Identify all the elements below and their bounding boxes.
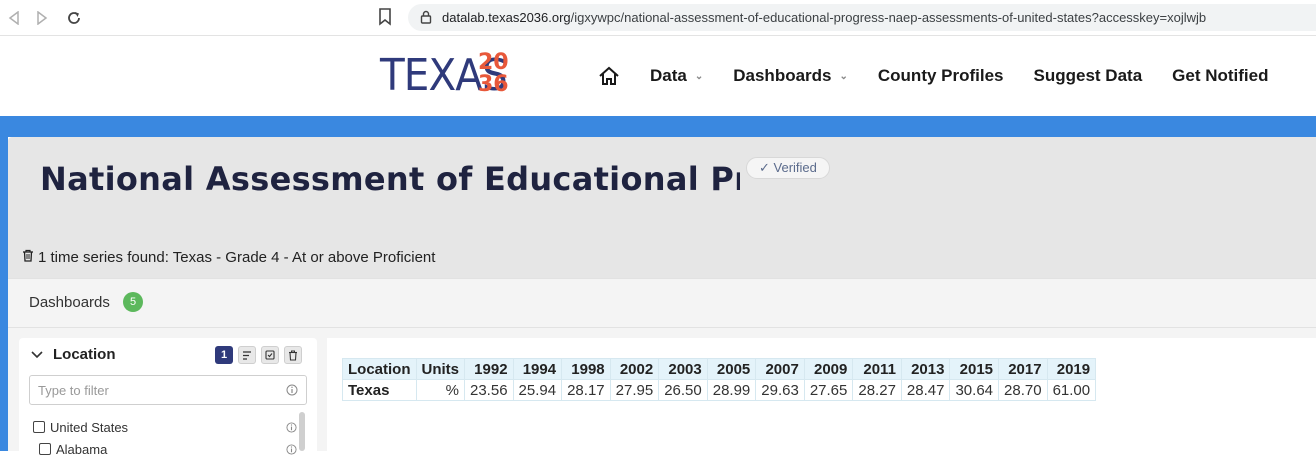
nav-data-label: Data xyxy=(650,66,687,85)
back-icon[interactable] xyxy=(4,8,24,28)
verified-badge: ✓ Verified xyxy=(746,157,830,179)
table-cell: 25.94 xyxy=(512,379,563,401)
chevron-down-icon: ⌄ xyxy=(839,70,848,82)
location-heading-label: Location xyxy=(53,346,116,363)
forward-icon[interactable] xyxy=(32,8,52,28)
nav-suggest-data[interactable]: Suggest Data xyxy=(1033,66,1143,85)
table-cell: 27.65 xyxy=(803,379,854,401)
selected-count-badge: 1 xyxy=(215,346,233,364)
url-host: datalab.texas2036.org xyxy=(442,10,571,25)
checkbox[interactable] xyxy=(33,421,45,433)
column-header[interactable]: 2002 xyxy=(609,358,660,380)
nav-data[interactable]: Data ⌄ xyxy=(650,66,703,86)
clear-selection-icon[interactable] xyxy=(284,346,302,364)
column-header[interactable]: 2015 xyxy=(949,358,1000,380)
dashboards-link[interactable]: Dashboards xyxy=(29,294,110,311)
column-header[interactable]: 2003 xyxy=(658,358,708,380)
column-header[interactable]: 1992 xyxy=(464,358,514,380)
table-cell: 27.95 xyxy=(609,379,660,401)
location-filter-panel: Location 1 United States Alabama xyxy=(19,338,317,457)
table-cell: 26.50 xyxy=(658,379,708,401)
location-label: Alabama xyxy=(56,441,108,457)
logo-year: 20 36 xyxy=(478,50,509,97)
chevron-down-icon xyxy=(31,346,43,363)
table-header-row: Location Units 1992 1994 1998 2002 2003 … xyxy=(342,358,1097,380)
checkbox[interactable] xyxy=(39,443,51,455)
table-cell: 28.99 xyxy=(706,379,757,401)
dashboards-bar: Dashboards 5 xyxy=(8,278,1316,328)
texas-2036-logo[interactable]: TEXAS 20 36 xyxy=(380,50,518,102)
lock-icon xyxy=(420,10,432,29)
location-label: United States xyxy=(50,419,129,435)
logo-text: TEXAS xyxy=(380,50,508,101)
dashboards-count-badge: 5 xyxy=(123,292,143,312)
site-header: TEXAS 20 36 Data ⌄ Dashboards ⌄ County Pro… xyxy=(0,36,1316,116)
table-cell: 61.00 xyxy=(1046,379,1097,401)
column-header[interactable]: 2013 xyxy=(900,358,951,380)
table-cell: 28.17 xyxy=(561,379,611,401)
list-item[interactable]: United States xyxy=(33,416,303,438)
table-cell: Texas xyxy=(342,379,417,401)
column-header[interactable]: 2007 xyxy=(755,358,805,380)
location-list: United States Alabama xyxy=(33,416,303,460)
reload-icon[interactable] xyxy=(64,8,84,28)
home-icon[interactable] xyxy=(598,66,620,86)
main-nav: Data ⌄ Dashboards ⌄ County Profiles Sugges… xyxy=(598,36,1299,116)
url-path: /igxywpc/national-assessment-of-educatio… xyxy=(570,10,1207,25)
table-cell: 28.70 xyxy=(998,379,1048,401)
nav-get-notified[interactable]: Get Notified xyxy=(1172,66,1269,85)
nav-county-profiles[interactable]: County Profiles xyxy=(877,66,1004,85)
info-icon[interactable] xyxy=(286,421,297,436)
dataset-header xyxy=(8,137,1316,278)
sidebar-scrollbar[interactable] xyxy=(299,412,305,451)
info-icon[interactable] xyxy=(286,383,298,401)
column-header[interactable]: 2005 xyxy=(706,358,757,380)
location-filter-input[interactable] xyxy=(29,375,307,405)
series-found-text: 1 time series found: Texas - Grade 4 - A… xyxy=(38,249,436,266)
data-table: Location Units 1992 1994 1998 2002 2003 … xyxy=(342,358,1097,401)
browser-toolbar: datalab.texas2036.org/igxywpc/national-a… xyxy=(0,0,1316,36)
sort-list-icon[interactable] xyxy=(238,346,256,364)
trash-icon[interactable] xyxy=(22,249,34,266)
nav-dashboards-label: Dashboards xyxy=(733,66,832,85)
table-cell: 28.27 xyxy=(852,379,902,401)
series-found-status: 1 time series found: Texas - Grade 4 - A… xyxy=(22,249,435,266)
column-header[interactable]: Units xyxy=(415,358,465,380)
column-header[interactable]: 2009 xyxy=(803,358,854,380)
nav-dashboards[interactable]: Dashboards ⌄ xyxy=(733,66,848,86)
column-header[interactable]: 2017 xyxy=(998,358,1048,380)
location-heading[interactable]: Location xyxy=(31,346,116,363)
location-tools: 1 xyxy=(215,346,307,364)
column-header[interactable]: 2011 xyxy=(852,358,902,380)
table-cell: 23.56 xyxy=(464,379,514,401)
column-header[interactable]: 2019 xyxy=(1046,358,1097,380)
logo-year-bottom: 36 xyxy=(478,72,509,97)
table-cell: 30.64 xyxy=(949,379,1000,401)
table-row: Texas % 23.56 25.94 28.17 27.95 26.50 28… xyxy=(342,379,1097,401)
address-bar[interactable]: datalab.texas2036.org/igxywpc/national-a… xyxy=(408,4,1316,31)
table-cell: % xyxy=(415,379,465,401)
url-text: datalab.texas2036.org/igxywpc/national-a… xyxy=(442,10,1206,25)
select-all-icon[interactable] xyxy=(261,346,279,364)
page-title: National Assessment of Educational Progr xyxy=(40,160,740,198)
data-table-panel: Location Units 1992 1994 1998 2002 2003 … xyxy=(327,338,1316,451)
column-header[interactable]: Location xyxy=(342,358,417,380)
bookmark-icon[interactable] xyxy=(378,8,392,31)
chevron-down-icon: ⌄ xyxy=(694,70,704,82)
column-header[interactable]: 1998 xyxy=(561,358,611,380)
table-cell: 29.63 xyxy=(755,379,805,401)
column-header[interactable]: 1994 xyxy=(512,358,563,380)
table-cell: 28.47 xyxy=(900,379,951,401)
logo-year-top: 20 xyxy=(478,50,509,75)
list-item[interactable]: Alabama xyxy=(33,438,303,460)
